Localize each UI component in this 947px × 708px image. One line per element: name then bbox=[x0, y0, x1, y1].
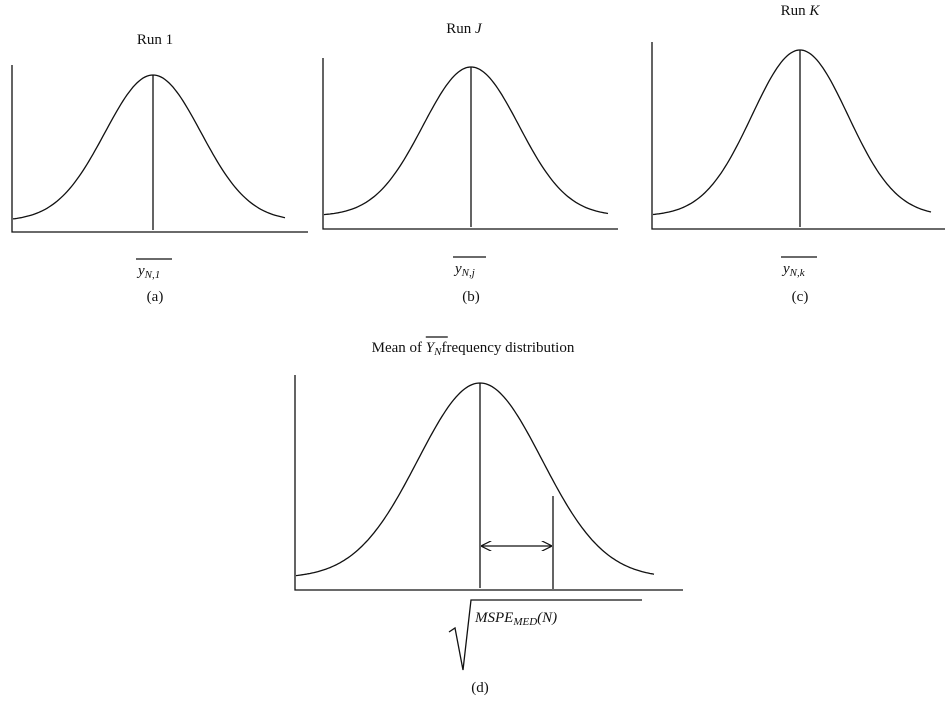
label-argument: (N) bbox=[537, 610, 557, 626]
run-index: J bbox=[475, 21, 483, 37]
caption: (a) bbox=[147, 289, 164, 305]
caption: (c) bbox=[792, 289, 809, 305]
panel-title: Run 1 bbox=[137, 32, 173, 48]
run-word: Run bbox=[446, 21, 472, 37]
summary-title: Mean of YNfrequency distribution bbox=[372, 340, 575, 358]
run-word: Run bbox=[137, 32, 163, 48]
label-subscript: MED bbox=[512, 616, 537, 628]
panel-title: Run J bbox=[446, 21, 483, 37]
bell-curve bbox=[323, 66, 609, 216]
label-symbol: y bbox=[136, 263, 145, 279]
summary-label: MSPEMED(N) bbox=[474, 610, 557, 628]
label-subscript: N,1 bbox=[144, 269, 161, 281]
label-subscript: N,j bbox=[461, 267, 475, 279]
bell-curve bbox=[652, 49, 932, 216]
panel-label: yN,k bbox=[781, 261, 806, 279]
title-subscript: N bbox=[433, 346, 442, 358]
panel-label: yN,j bbox=[453, 261, 475, 279]
axes bbox=[651, 42, 945, 230]
radical-sign bbox=[448, 599, 642, 671]
title-after: frequency distribution bbox=[441, 340, 574, 356]
label-symbol: y bbox=[781, 261, 790, 277]
label-symbol: MSPE bbox=[474, 610, 513, 626]
run-word: Run bbox=[781, 3, 807, 19]
panel-label: yN,1 bbox=[136, 263, 160, 281]
caption: (d) bbox=[471, 680, 489, 696]
label-symbol: y bbox=[453, 261, 462, 277]
panel-title: Run K bbox=[781, 3, 821, 19]
title-symbol: Y bbox=[426, 340, 436, 356]
axes bbox=[322, 58, 618, 230]
caption: (b) bbox=[462, 289, 480, 305]
label-subscript: N,k bbox=[789, 267, 806, 279]
axes bbox=[11, 65, 308, 233]
axes bbox=[294, 375, 683, 591]
run-index: K bbox=[808, 3, 820, 19]
run-index: 1 bbox=[166, 32, 174, 48]
bell-curve bbox=[12, 74, 286, 220]
title-before: Mean of bbox=[372, 340, 422, 356]
bell-curve bbox=[295, 382, 655, 577]
